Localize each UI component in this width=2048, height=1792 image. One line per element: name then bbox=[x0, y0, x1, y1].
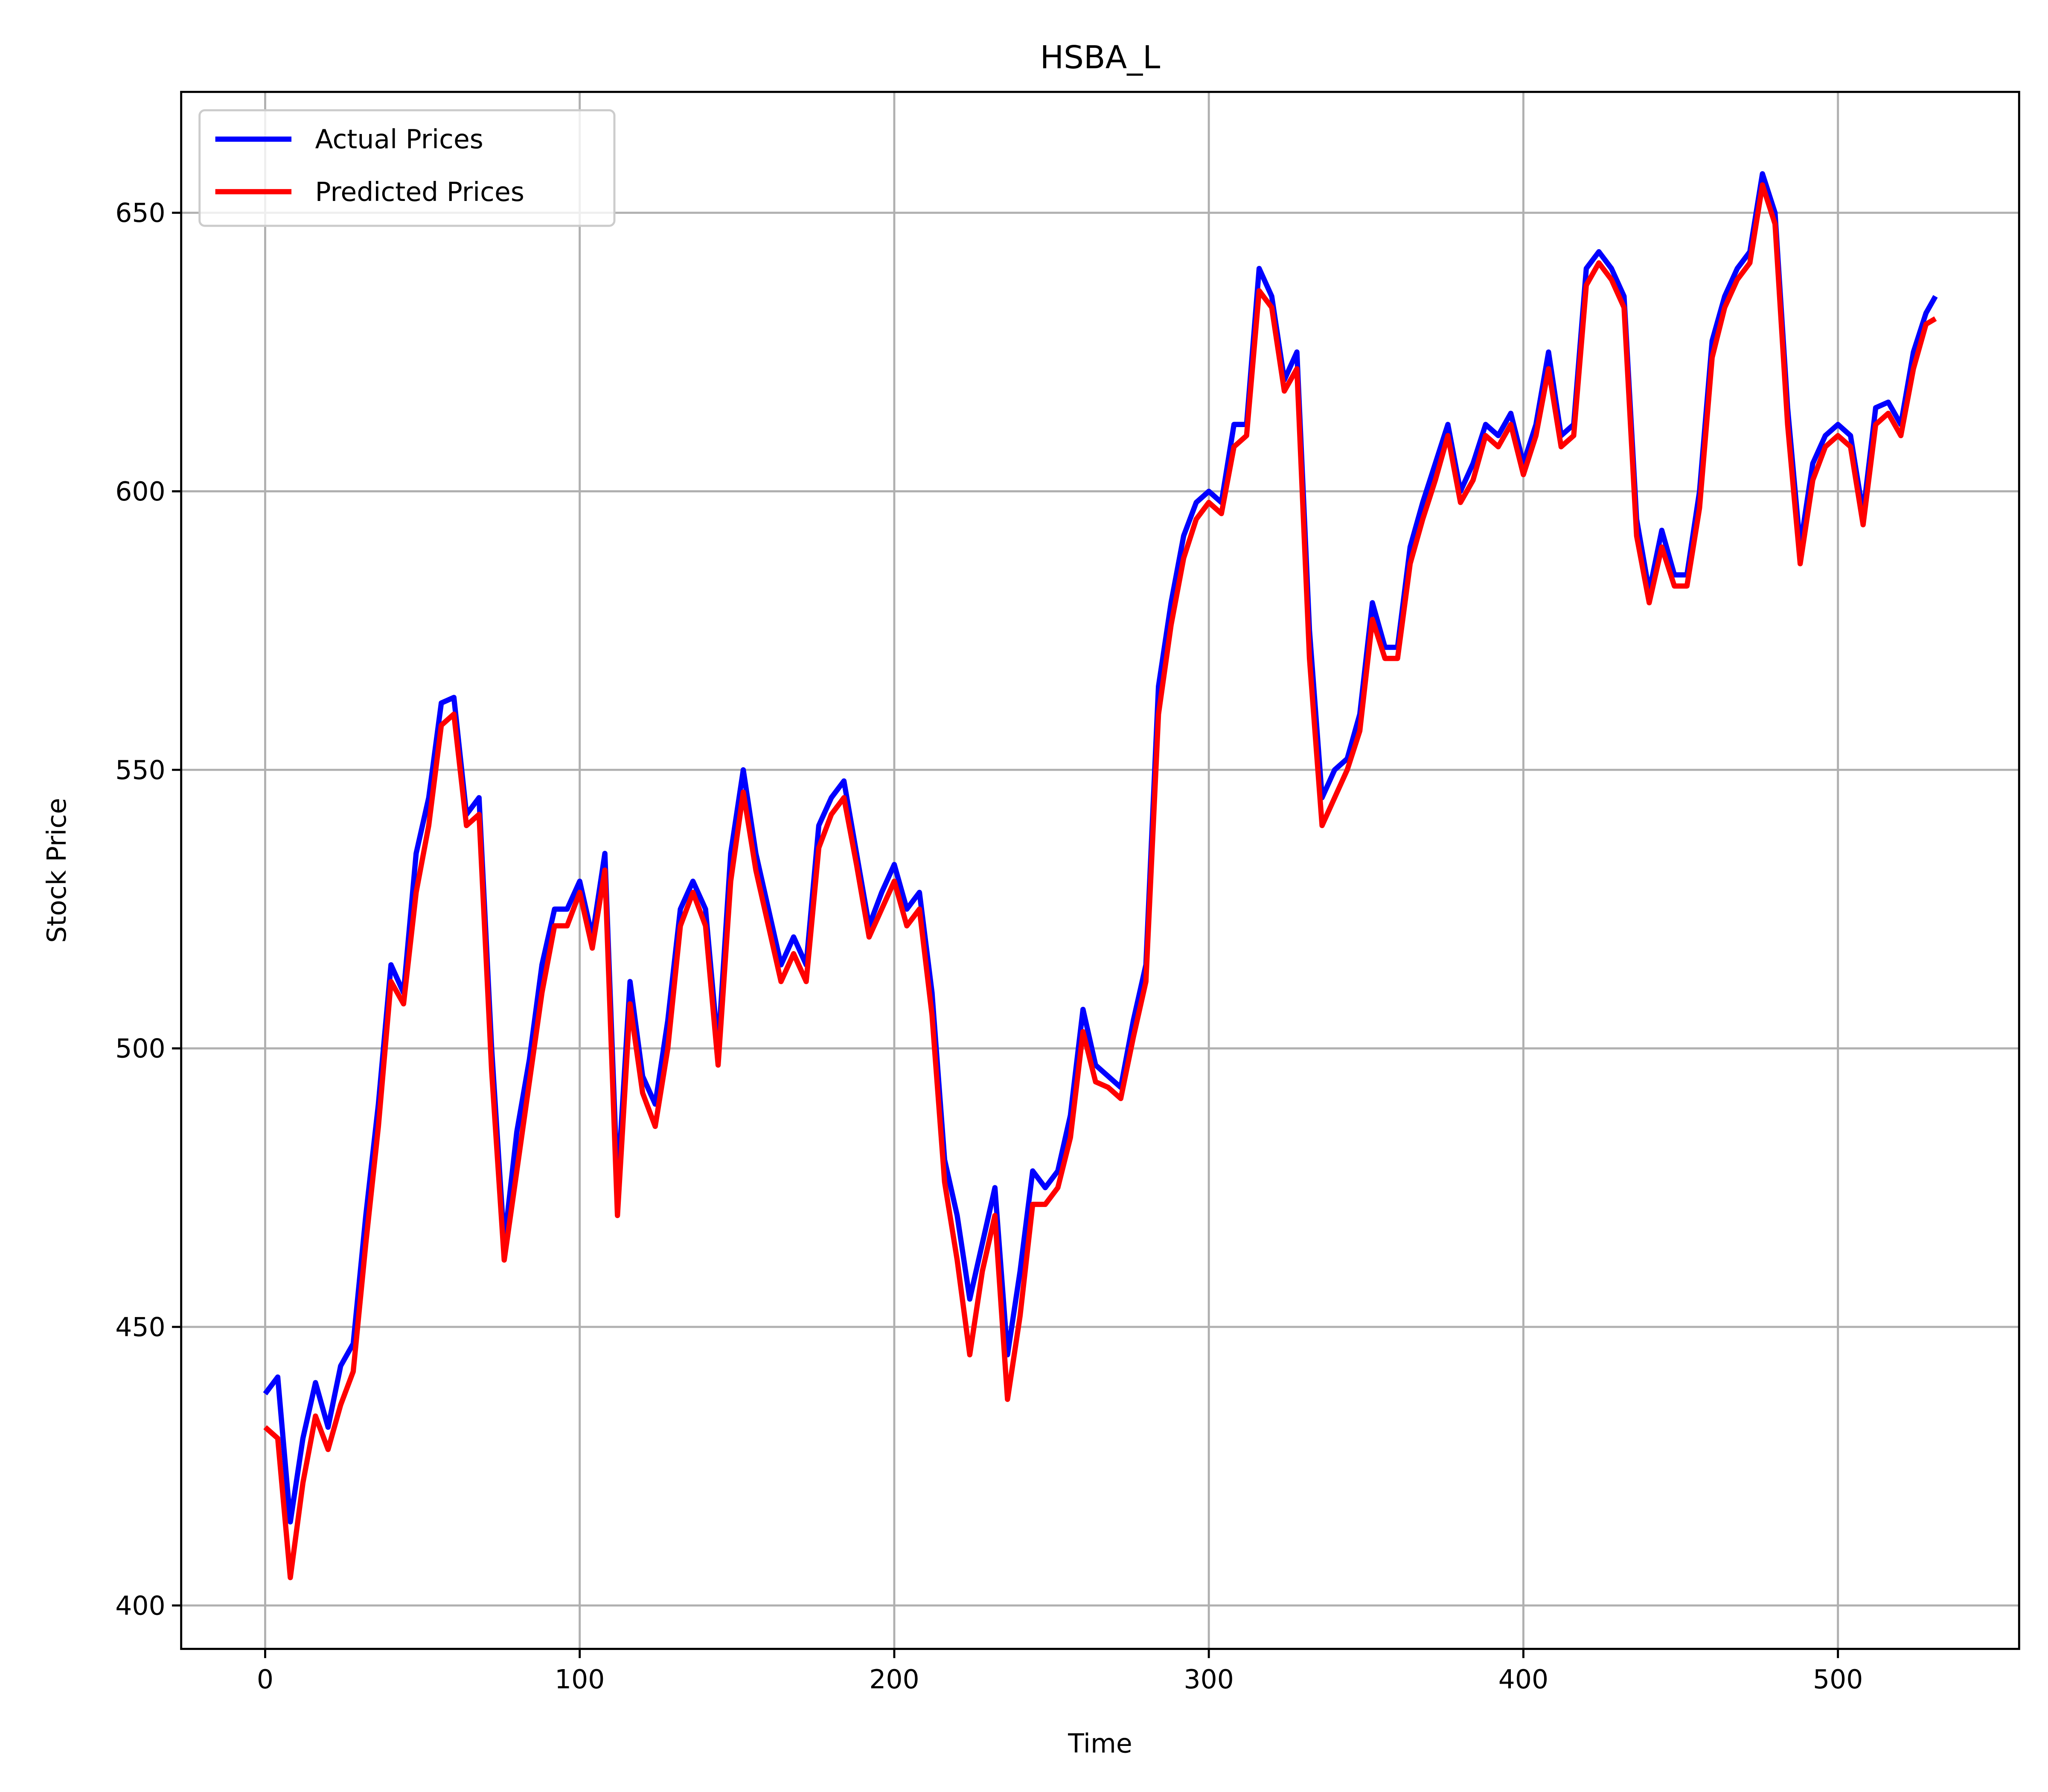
chart-title: HSBA_L bbox=[1040, 39, 1161, 76]
y-axis-label: Stock Price bbox=[41, 798, 72, 943]
legend-label: Actual Prices bbox=[315, 124, 483, 155]
x-tick-label: 200 bbox=[869, 1664, 919, 1695]
plot-frame bbox=[180, 90, 2020, 1650]
x-tick-label: 0 bbox=[257, 1664, 273, 1695]
y-tick-label: 600 bbox=[115, 476, 165, 507]
legend-box bbox=[198, 109, 616, 227]
y-tick-label: 650 bbox=[115, 198, 165, 228]
x-tick-label: 100 bbox=[555, 1664, 605, 1695]
data-line bbox=[263, 171, 1938, 1525]
y-tick-label: 500 bbox=[115, 1033, 165, 1064]
y-tick-label: 450 bbox=[115, 1312, 165, 1343]
x-axis-label: Time bbox=[1068, 1728, 1132, 1759]
x-tick-label: 500 bbox=[1813, 1664, 1863, 1695]
data-line bbox=[263, 182, 1937, 1580]
x-tick-label: 300 bbox=[1184, 1664, 1233, 1695]
y-tick-label: 400 bbox=[115, 1590, 165, 1621]
legend-label: Predicted Prices bbox=[315, 177, 524, 207]
x-tick-label: 400 bbox=[1498, 1664, 1548, 1695]
y-tick-label: 550 bbox=[115, 755, 165, 785]
legend: Actual Prices Predicted Prices bbox=[198, 109, 616, 227]
